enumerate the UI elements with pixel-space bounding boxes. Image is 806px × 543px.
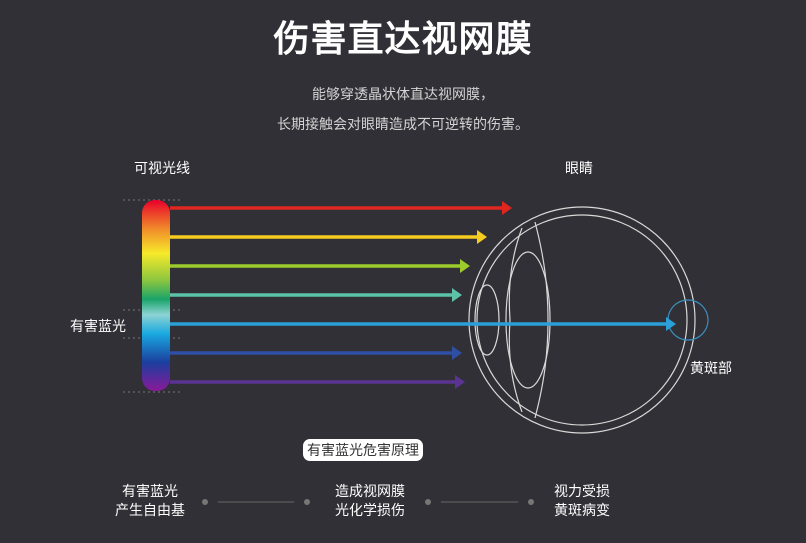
step-3-line2: 黄斑病变 <box>554 503 610 519</box>
page-title: 伤害直达视网膜 <box>273 18 533 60</box>
step-2-line2: 光化学损伤 <box>335 503 405 519</box>
step-1-line2: 产生自由基 <box>115 503 185 519</box>
macula-label: 黄斑部 <box>690 361 732 377</box>
step-2-line1: 造成视网膜 <box>335 484 405 500</box>
dot <box>202 499 208 505</box>
subtitle-line-1: 能够穿透晶状体直达视网膜， <box>312 87 494 103</box>
eye-label: 眼睛 <box>565 161 593 177</box>
step-1-line1: 有害蓝光 <box>122 484 178 500</box>
principle-badge: 有害蓝光危害原理 <box>303 439 423 461</box>
arrow-head-icon <box>502 201 512 215</box>
arrow-head-icon <box>460 259 470 273</box>
step-3-line1: 视力受损 <box>554 484 610 500</box>
dot <box>304 499 310 505</box>
step-3: 视力受损 黄斑病变 <box>522 483 642 521</box>
arrow-head-icon <box>666 317 676 331</box>
visible-light-label: 可视光线 <box>134 161 190 177</box>
subtitle-line-2: 长期接触会对眼睛造成不可逆转的伤害。 <box>277 117 529 133</box>
arrow-head-icon <box>452 346 462 360</box>
dot <box>425 499 431 505</box>
harmful-blue-label: 有害蓝光 <box>70 319 126 335</box>
step-2: 造成视网膜 光化学损伤 <box>310 483 430 521</box>
arrow-head-icon <box>455 375 465 389</box>
eye-icon <box>468 206 709 434</box>
spectrum-bar <box>142 200 170 391</box>
arrow-head-icon <box>477 230 487 244</box>
arrow-head-icon <box>452 288 462 302</box>
dot <box>528 499 534 505</box>
step-1: 有害蓝光 产生自由基 <box>90 483 210 521</box>
light-rays <box>170 201 676 389</box>
